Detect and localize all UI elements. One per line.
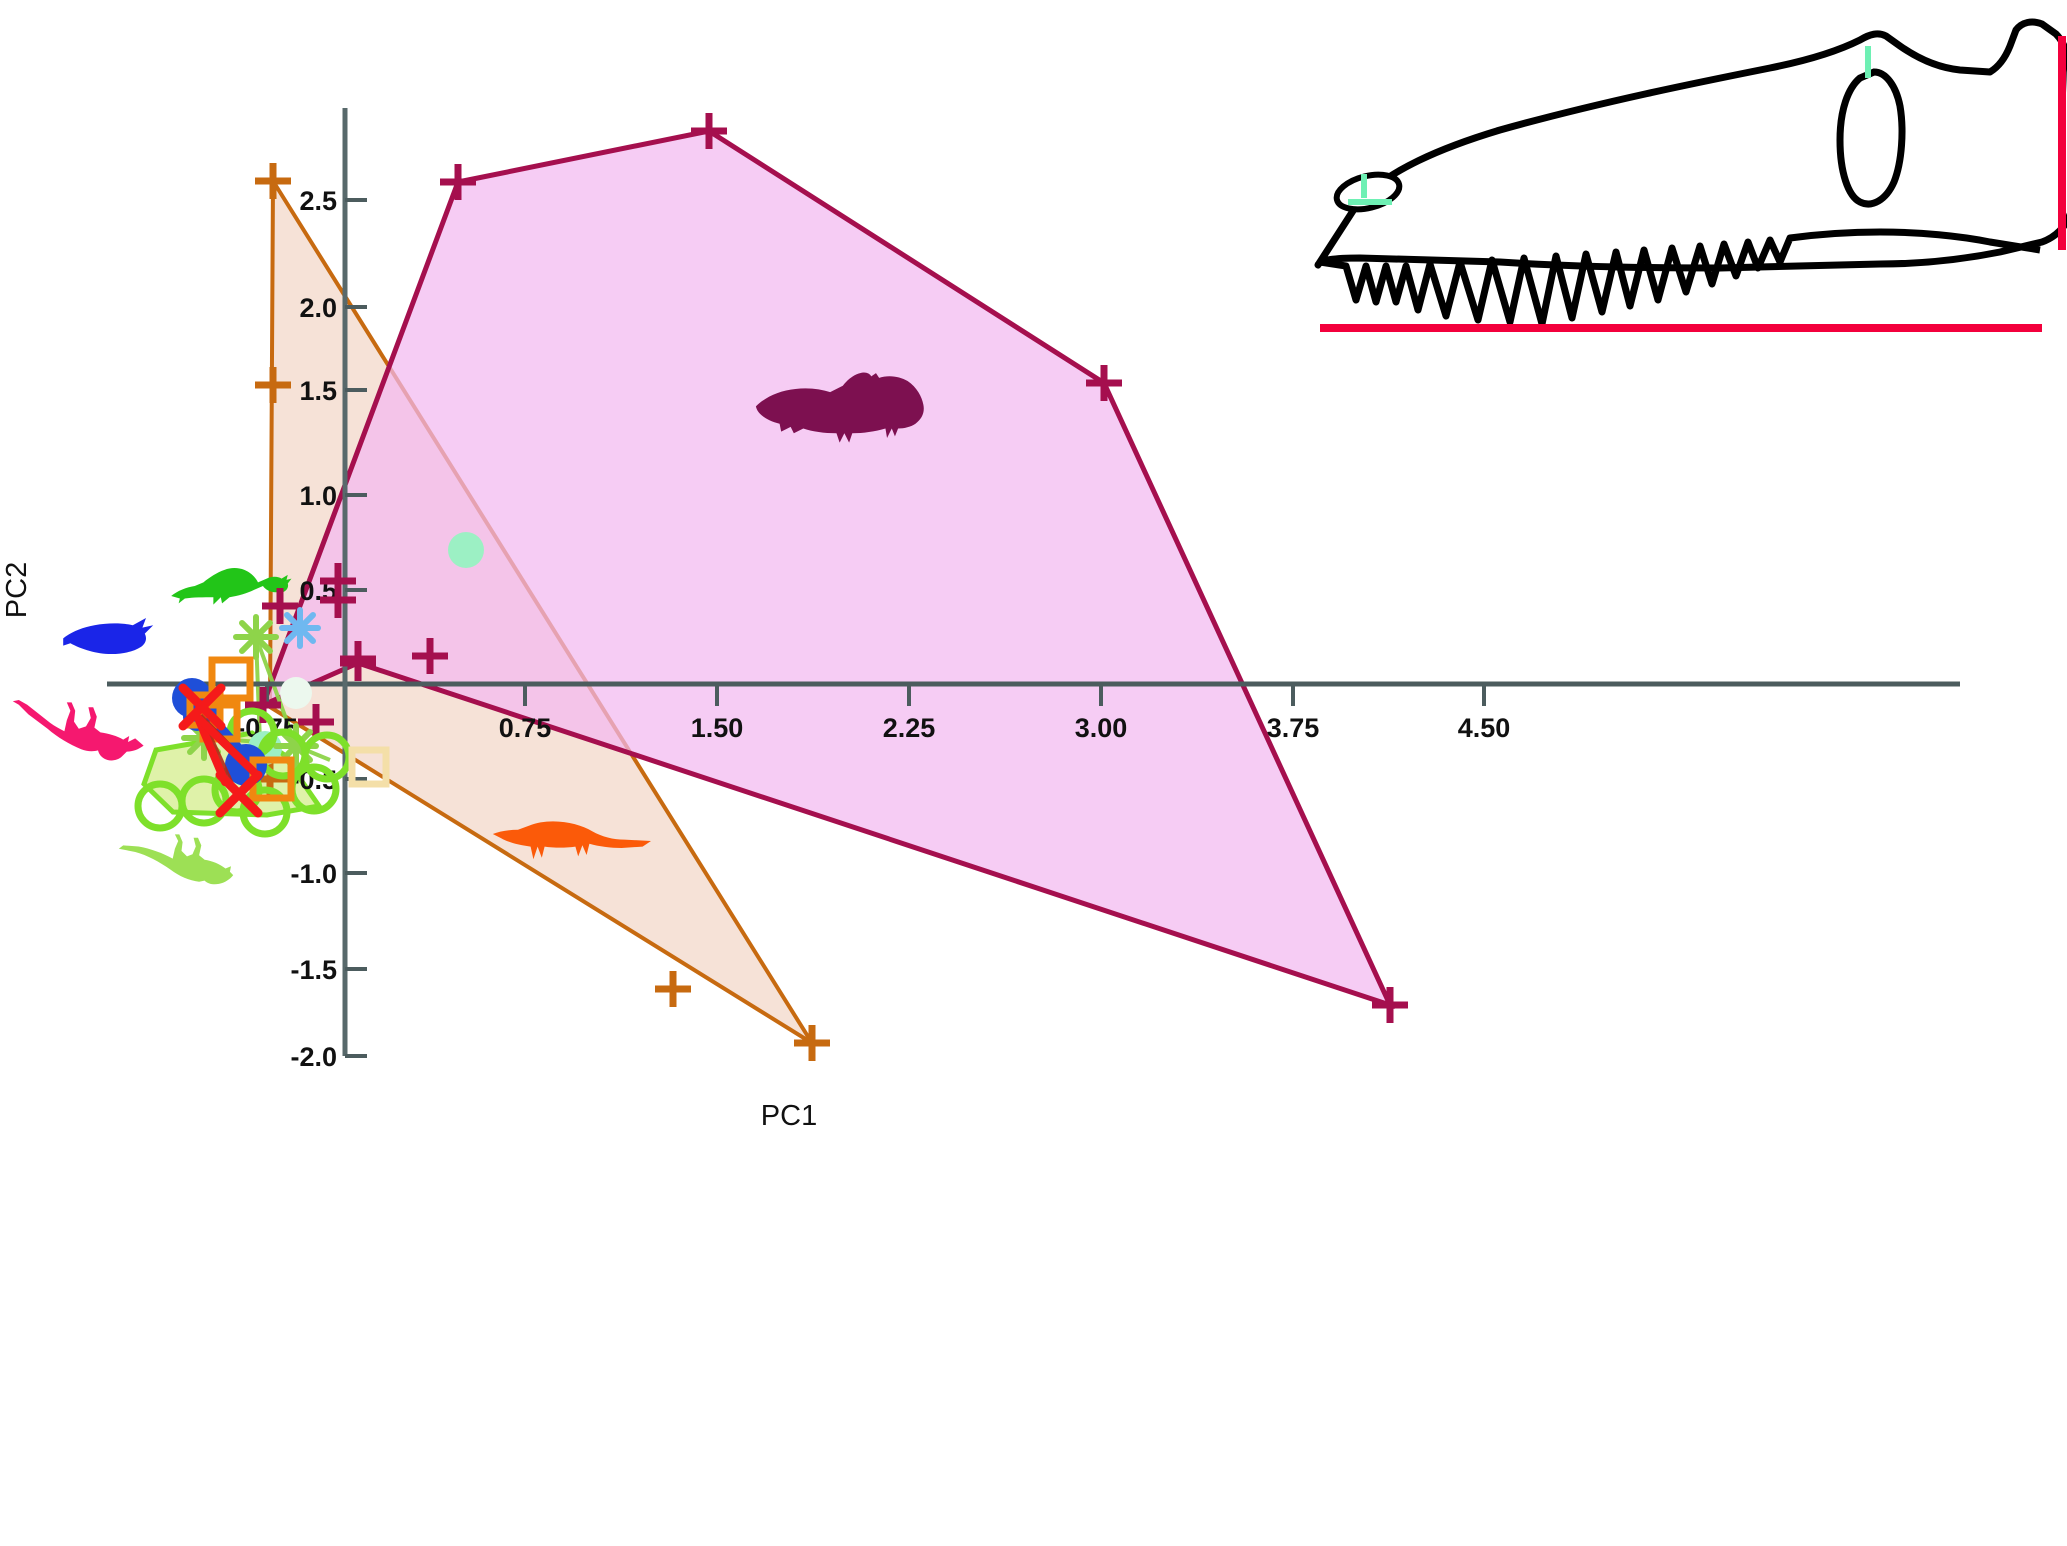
x-axis-title: PC1 (761, 1100, 817, 1132)
crocodylomorph-hull (258, 128, 1395, 1010)
x-tick-4: 3.00 (1075, 713, 1128, 743)
theropod-dinosaur-silhouette (118, 834, 234, 885)
marker-plus (320, 582, 356, 618)
marker-filled-circle (448, 532, 484, 568)
marker-x-cross (178, 683, 226, 731)
marker-plus (412, 638, 448, 674)
marker-plus (262, 588, 298, 624)
x-axis-ticks (265, 684, 1486, 706)
x-tick-3: 2.25 (883, 713, 936, 743)
y-tick-2: 1.5 (299, 376, 337, 406)
marker-open-square (208, 656, 254, 702)
x-axis-tick-labels: -0.75 0.75 1.50 2.25 3.00 3.75 4.50 (236, 713, 1510, 743)
y-axis-title: PC2 (1, 562, 33, 618)
marker-plus (440, 164, 476, 200)
marker-open-circle (134, 780, 186, 832)
y-tick-1: 2.0 (299, 293, 337, 323)
marker-plus (655, 971, 691, 1007)
y-tick-3: 1.0 (299, 481, 337, 511)
marker-plus (794, 1025, 830, 1061)
skull-landmark-lines (1348, 46, 1871, 205)
marker-plus (691, 113, 727, 149)
x-tick-5: 3.75 (1267, 713, 1320, 743)
x-tick-6: 4.50 (1458, 713, 1511, 743)
marker-plus (255, 163, 291, 199)
y-tick-0: 2.5 (299, 186, 337, 216)
marker-plus (1372, 987, 1408, 1023)
marker-filled-circle (280, 677, 312, 709)
marker-asterisk (233, 614, 279, 660)
series-crocodylomorpha-markers (245, 113, 1408, 1023)
phytosaur-skull-diagram (1314, 18, 2067, 332)
y-axis-ticks (345, 198, 367, 1058)
y-tick-6: -1.0 (290, 859, 337, 889)
y-tick-7: -1.5 (290, 955, 337, 985)
x-tick-1: 0.75 (499, 713, 552, 743)
marker-x-cross (215, 770, 263, 818)
ichthyosaur-silhouette (63, 618, 154, 654)
series-sphenodontia-markers (279, 607, 321, 649)
marker-open-circle (239, 786, 291, 838)
marker-open-square (348, 746, 390, 788)
marker-asterisk (279, 607, 321, 649)
series-ornithosuchidae-markers (178, 683, 263, 818)
marker-plus (340, 645, 376, 681)
marker-plus (255, 367, 291, 403)
skull-measure-lines (1320, 36, 2066, 332)
ornithischian-dinosaur-silhouette (12, 700, 144, 761)
y-tick-8: -2.0 (290, 1042, 337, 1072)
marker-plus (1086, 365, 1122, 401)
x-tick-2: 1.50 (691, 713, 744, 743)
